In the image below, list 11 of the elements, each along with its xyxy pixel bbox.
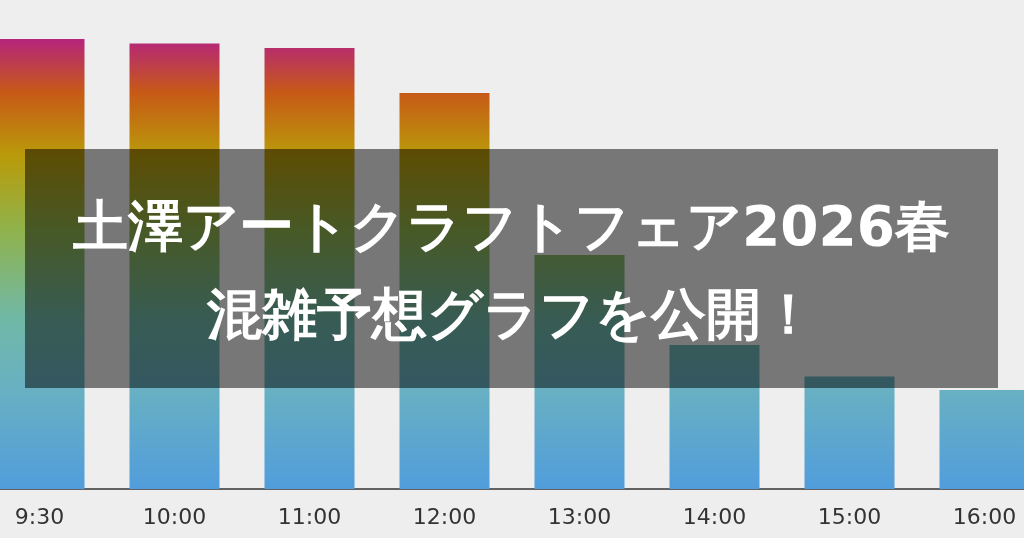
text: 混雑予想グラフを公開！ (207, 281, 816, 348)
bar (804, 376, 895, 489)
bar (669, 345, 760, 489)
x-tick-label: 10:00 (142, 503, 207, 529)
x-tick-label: 13:00 (547, 503, 612, 529)
x-tick-label: 16:00 (952, 503, 1017, 529)
x-tick-label: 11:00 (277, 503, 342, 529)
x-tick-label: 9:30 (14, 503, 65, 529)
x-tick-label: 14:00 (682, 503, 747, 529)
x-tick-label: 15:00 (817, 503, 882, 529)
x-tick-label: 12:00 (412, 503, 477, 529)
